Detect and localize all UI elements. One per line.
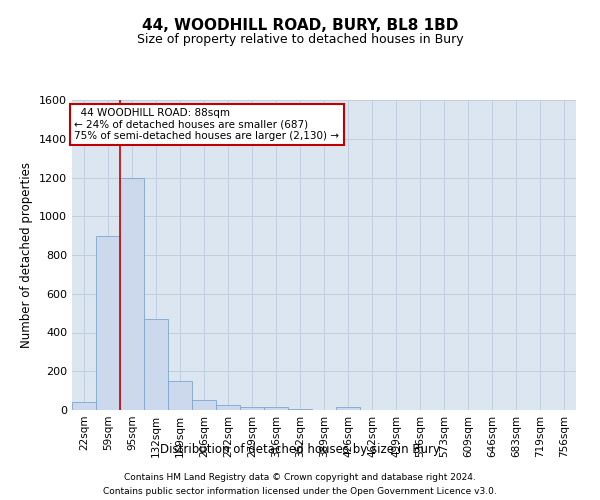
- Bar: [96, 236, 120, 410]
- Text: Distribution of detached houses by size in Bury: Distribution of detached houses by size …: [160, 442, 440, 456]
- Bar: [336, 407, 360, 410]
- Text: 44 WOODHILL ROAD: 88sqm
← 24% of detached houses are smaller (687)
75% of semi-d: 44 WOODHILL ROAD: 88sqm ← 24% of detache…: [74, 108, 340, 141]
- Bar: [168, 381, 192, 410]
- Y-axis label: Number of detached properties: Number of detached properties: [20, 162, 34, 348]
- Text: 44, WOODHILL ROAD, BURY, BL8 1BD: 44, WOODHILL ROAD, BURY, BL8 1BD: [142, 18, 458, 32]
- Bar: [144, 319, 168, 410]
- Bar: [264, 408, 288, 410]
- Bar: [72, 402, 96, 410]
- Bar: [192, 400, 216, 410]
- Bar: [288, 409, 312, 410]
- Text: Contains public sector information licensed under the Open Government Licence v3: Contains public sector information licen…: [103, 488, 497, 496]
- Bar: [240, 408, 264, 410]
- Bar: [120, 178, 144, 410]
- Text: Size of property relative to detached houses in Bury: Size of property relative to detached ho…: [137, 32, 463, 46]
- Bar: [216, 404, 240, 410]
- Text: Contains HM Land Registry data © Crown copyright and database right 2024.: Contains HM Land Registry data © Crown c…: [124, 472, 476, 482]
